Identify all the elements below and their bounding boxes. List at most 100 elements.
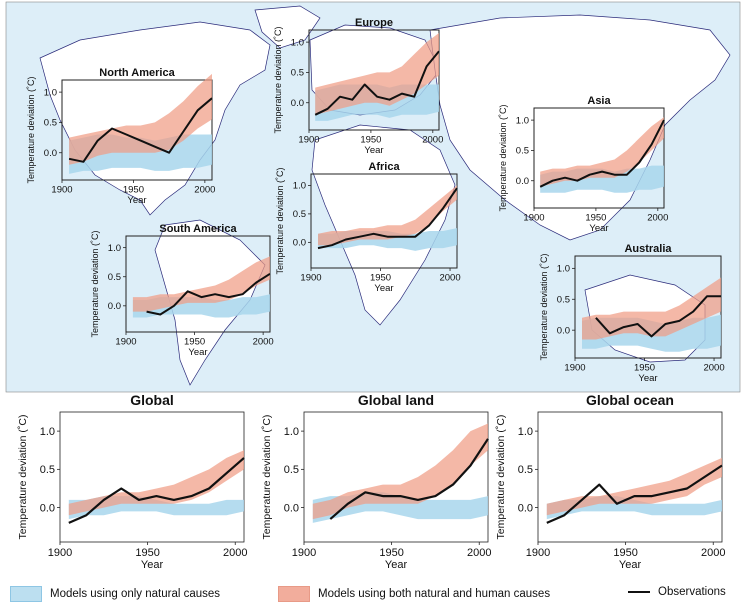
band-both-africa — [318, 185, 457, 246]
chart-north-america: 0.0 0.5 1.0 1900 1950 2000 Year Temperature dev… — [26, 67, 215, 206]
legend-swatch-both — [278, 586, 310, 602]
chart-frame-africa — [310, 173, 458, 269]
band-both-global — [68, 450, 244, 516]
legend-label-both: Models using both natural and human caus… — [318, 588, 551, 600]
x-tick-label-south-america-0: 1900 — [115, 337, 136, 348]
chart-asia: 0.0 0.5 1.0 1900 1950 2000 Year Temperature dev… — [498, 95, 668, 234]
y-tick-label-global-ocean-0: 0.0 — [518, 502, 533, 514]
y-axis-label-global-ocean: Temperature deviation (˚C) — [495, 415, 507, 540]
x-tick-label-south-america-2: 2000 — [253, 337, 274, 348]
y-tick-label-europe-0: 0.0 — [291, 98, 304, 109]
x-tick-label-north-america-1: 1950 — [123, 185, 144, 196]
y-tick-label-south-america-1: 0.5 — [108, 272, 121, 283]
x-axis-label-global-land: Year — [385, 559, 408, 571]
y-tick-label-global-1: 0.5 — [40, 464, 55, 476]
y-axis-label-asia: Temperature deviation (˚C) — [498, 104, 508, 211]
x-tick-label-global-land-2: 2000 — [467, 547, 491, 559]
observations-line-africa — [317, 187, 458, 250]
y-tick-label-asia-2: 1.0 — [516, 115, 529, 126]
observations-line-north-america — [68, 97, 213, 163]
observations-line-global-land — [329, 438, 489, 520]
legend: Models using only natural causes Models … — [0, 582, 746, 606]
legend-label-natural: Models using only natural causes — [50, 588, 221, 600]
x-tick-label-global-2: 2000 — [223, 547, 247, 559]
chart-europe: 0.0 0.5 1.0 1900 1950 2000 Year Temperature dev… — [273, 17, 443, 156]
y-axis-label-australia: Temperature deviation (˚C) — [539, 253, 549, 360]
chart-title-global-ocean: Global ocean — [586, 392, 674, 408]
y-tick-label-europe-1: 0.5 — [291, 68, 304, 79]
x-tick-label-global-0: 1900 — [48, 547, 72, 559]
observations-line-global-ocean — [546, 464, 723, 524]
observations-line-asia — [539, 119, 665, 188]
y-tick-label-australia-0: 0.0 — [557, 326, 570, 337]
chart-frame-south-america — [125, 235, 271, 333]
y-axis-label-global-land: Temperature deviation (˚C) — [261, 415, 273, 540]
continent-africa — [311, 124, 456, 326]
chart-australia: 0.0 0.5 1.0 1900 1950 2000 Year Temperature dev… — [539, 243, 725, 384]
chart-title-asia: Asia — [587, 95, 611, 107]
x-axis-label-south-america: Year — [188, 347, 207, 358]
band-both-global-land — [312, 423, 488, 520]
y-tick-label-africa-0: 0.0 — [293, 238, 306, 249]
y-tick-label-north-america-1: 0.5 — [44, 118, 57, 129]
x-tick-label-global-ocean-1: 1950 — [613, 547, 637, 559]
y-tick-label-asia-0: 0.0 — [516, 176, 529, 187]
x-tick-label-asia-2: 2000 — [647, 213, 668, 224]
y-tick-label-global-ocean-2: 1.0 — [518, 426, 533, 438]
legend-item-both: Models using both natural and human caus… — [278, 586, 550, 602]
legend-item-observations: Observations — [628, 586, 726, 598]
x-tick-label-asia-0: 1900 — [523, 213, 544, 224]
legend-swatch-observations — [628, 591, 650, 593]
x-tick-label-africa-0: 1900 — [300, 273, 321, 284]
x-tick-label-global-1: 1950 — [135, 547, 159, 559]
x-tick-label-global-ocean-2: 2000 — [701, 547, 725, 559]
y-tick-label-africa-1: 0.5 — [293, 209, 306, 220]
x-tick-label-africa-1: 1950 — [370, 273, 391, 284]
legend-swatch-natural — [10, 586, 42, 602]
chart-title-south-america: South America — [159, 223, 237, 235]
x-axis-label-australia: Year — [638, 373, 657, 384]
chart-frame-asia — [533, 107, 665, 209]
continent-greenland — [254, 5, 321, 49]
x-tick-label-global-ocean-0: 1900 — [526, 547, 550, 559]
x-tick-label-asia-1: 1950 — [585, 213, 606, 224]
observations-line-europe — [314, 50, 440, 116]
chart-global-ocean: 0.0 0.5 1.0 1900 1950 2000 Year Temperature dev… — [495, 392, 725, 571]
x-tick-label-global-land-0: 1900 — [292, 547, 316, 559]
x-tick-label-north-america-0: 1900 — [51, 185, 72, 196]
chart-title-north-america: North America — [99, 67, 175, 79]
chart-panels: 0.0 0.5 1.0 1900 1950 2000 Year Temperature dev… — [17, 17, 725, 571]
x-axis-label-europe: Year — [364, 145, 383, 156]
y-axis-label-europe: Temperature deviation (˚C) — [273, 26, 283, 133]
observations-line-south-america — [146, 272, 271, 316]
y-tick-label-asia-1: 0.5 — [516, 146, 529, 157]
x-tick-label-africa-2: 2000 — [439, 273, 460, 284]
y-tick-label-global-2: 1.0 — [40, 426, 55, 438]
chart-global-land: 0.0 0.5 1.0 1900 1950 2000 Year Temperature dev… — [261, 392, 491, 571]
x-axis-label-north-america: Year — [127, 195, 146, 206]
x-tick-label-europe-2: 2000 — [422, 135, 443, 146]
y-tick-label-south-america-2: 1.0 — [108, 243, 121, 254]
x-tick-label-australia-1: 1950 — [634, 363, 655, 374]
y-tick-label-global-land-2: 1.0 — [284, 426, 299, 438]
band-both-australia — [582, 277, 721, 340]
x-tick-label-europe-1: 1950 — [360, 135, 381, 146]
x-tick-label-north-america-2: 2000 — [194, 185, 215, 196]
y-tick-label-global-ocean-1: 0.5 — [518, 464, 533, 476]
observations-line-australia — [595, 295, 721, 338]
band-both-asia — [540, 117, 664, 187]
chart-south-america: 0.0 0.5 1.0 1900 1950 2000 Year Temperature dev… — [90, 223, 274, 358]
chart-title-australia: Australia — [624, 243, 672, 255]
y-tick-label-africa-2: 1.0 — [293, 181, 306, 192]
x-axis-label-africa: Year — [374, 283, 393, 294]
x-axis-label-asia: Year — [589, 223, 608, 234]
observations-line-global — [68, 457, 245, 524]
y-axis-label-north-america: Temperature deviation (˚C) — [26, 76, 36, 183]
x-axis-label-global: Year — [141, 559, 164, 571]
chart-title-africa: Africa — [368, 161, 400, 173]
y-tick-label-global-0: 0.0 — [40, 502, 55, 514]
y-axis-label-south-america: Temperature deviation (˚C) — [90, 230, 100, 337]
legend-item-natural: Models using only natural causes — [10, 586, 220, 602]
chart-title-global-land: Global land — [358, 392, 434, 408]
chart-frame-europe — [308, 29, 440, 131]
